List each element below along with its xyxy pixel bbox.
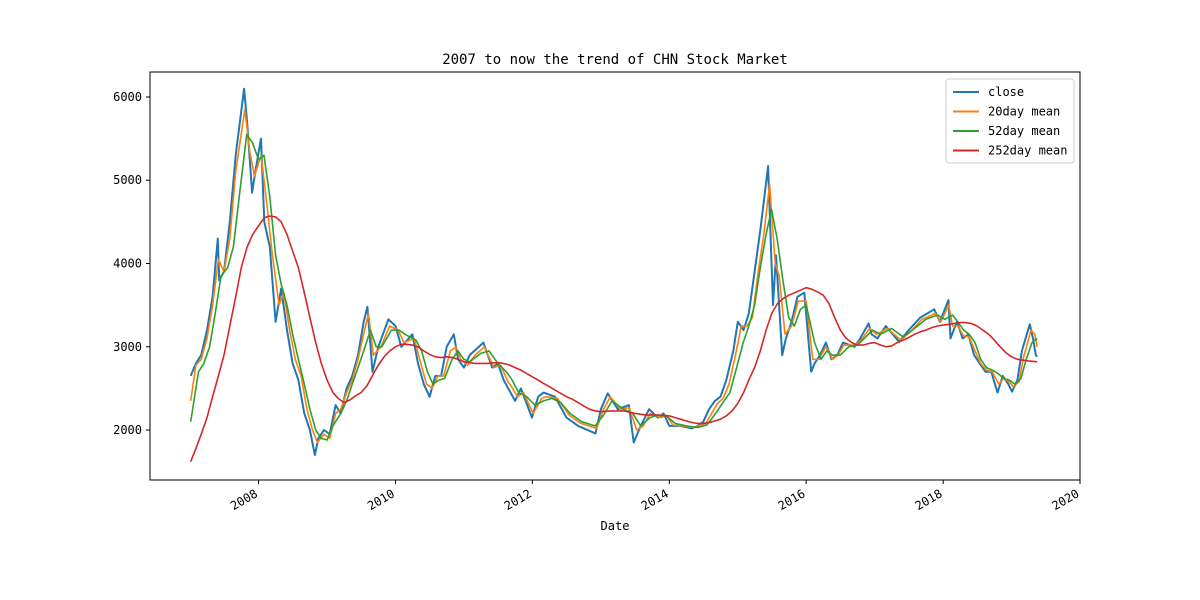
y-tick-label: 2000 <box>113 423 142 437</box>
series-layer <box>189 87 1038 462</box>
legend-entry: 252day mean <box>988 144 1067 158</box>
legend-box <box>945 78 1075 164</box>
y-tick-label: 6000 <box>113 90 142 104</box>
y-tick-label: 3000 <box>113 340 142 354</box>
series-line-252day-mean <box>189 215 1038 462</box>
plot-background <box>150 72 1080 480</box>
series-line-close <box>189 87 1038 456</box>
plot-area <box>149 71 1081 481</box>
series-line-20day-mean <box>189 108 1038 444</box>
legend: close 20day mean 52day mean 252day mean <box>945 78 1075 164</box>
y-axis: 2000 3000 4000 5000 6000 <box>113 90 150 437</box>
y-tick-label: 5000 <box>113 173 142 187</box>
legend-entry: 52day mean <box>988 124 1060 138</box>
x-axis-label: Date <box>601 519 630 533</box>
chart-title: 2007 to now the trend of CHN Stock Marke… <box>442 52 788 68</box>
series-line-52day-mean <box>189 133 1038 441</box>
plot-frame <box>149 71 1081 481</box>
y-tick-label: 4000 <box>113 257 142 271</box>
legend-entry: close <box>988 85 1024 99</box>
legend-entry: 20day mean <box>988 105 1060 119</box>
